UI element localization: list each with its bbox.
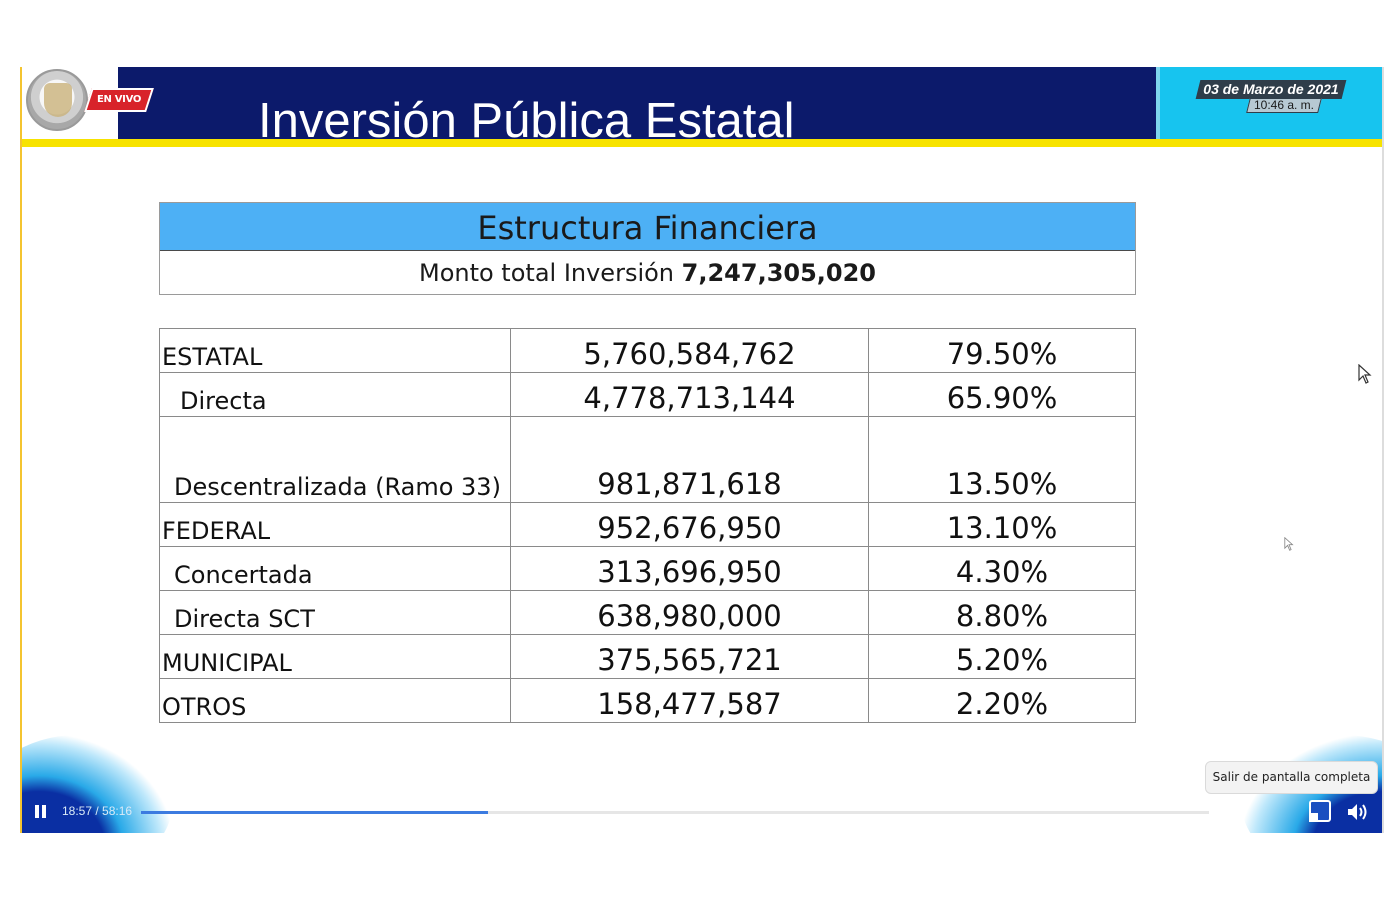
page-title: Inversión Pública Estatal — [258, 94, 795, 139]
row-percent: 4.30% — [868, 546, 1136, 591]
row-percent: 65.90% — [868, 372, 1136, 417]
row-amount: 952,676,950 — [510, 502, 869, 547]
row-amount: 4,778,713,144 — [510, 372, 869, 417]
row-amount: 158,477,587 — [510, 678, 869, 723]
row-percent: 79.50% — [868, 328, 1136, 373]
time-display: 18:57 / 58:16 — [62, 804, 133, 818]
table-row: Directa SCT 638,980,000 8.80% — [159, 590, 1136, 635]
row-label: Directa SCT — [159, 590, 511, 635]
pause-button[interactable] — [35, 805, 47, 818]
table-row: FEDERAL 952,676,950 13.10% — [159, 502, 1136, 547]
table-row: Concertada 313,696,950 4.30% — [159, 546, 1136, 591]
broadcast-header: Inversión Pública Estatal EN VIVO 03 de … — [22, 67, 1382, 147]
header-title-bar: Inversión Pública Estatal — [118, 67, 1156, 139]
row-label: ESTATAL — [159, 328, 511, 373]
total-label: Monto total Inversión — [418, 259, 675, 287]
investment-table: ESTATAL 5,760,584,762 79.50% Directa 4,7… — [159, 328, 1136, 723]
header-yellow-stripe — [22, 139, 1382, 147]
row-label: Concertada — [159, 546, 511, 591]
table-row: MUNICIPAL 375,565,721 5.20% — [159, 634, 1136, 679]
table-row: ESTATAL 5,760,584,762 79.50% — [159, 328, 1136, 373]
speaker-icon — [1348, 804, 1367, 820]
row-label: Descentralizada (Ramo 33) — [159, 416, 511, 503]
player-controls: 18:57 / 58:16 — [22, 792, 1382, 833]
video-player[interactable]: Inversión Pública Estatal EN VIVO 03 de … — [20, 67, 1384, 833]
row-amount: 5,760,584,762 — [510, 328, 869, 373]
row-label: FEDERAL — [159, 502, 511, 547]
summary-total: Monto total Inversión 7,247,305,020 — [160, 251, 1135, 293]
mouse-cursor-icon — [1284, 537, 1294, 551]
time-badge: 10:46 a. m. — [1246, 98, 1322, 113]
row-amount: 313,696,950 — [510, 546, 869, 591]
row-label: Directa — [159, 372, 511, 417]
exit-fullscreen-button[interactable] — [1309, 800, 1331, 822]
volume-icon[interactable] — [1346, 801, 1372, 823]
mouse-cursor-icon — [1358, 364, 1372, 384]
date-badge: 03 de Marzo de 2021 — [1195, 80, 1347, 99]
exit-fullscreen-tooltip: Salir de pantalla completa — [1205, 761, 1378, 794]
row-amount: 981,871,618 — [510, 416, 869, 503]
progress-fill — [141, 811, 489, 814]
summary-box: Estructura Financiera Monto total Invers… — [159, 202, 1136, 295]
row-amount: 375,565,721 — [510, 634, 869, 679]
live-badge: EN VIVO — [84, 88, 154, 112]
row-percent: 5.20% — [868, 634, 1136, 679]
table-row: Directa 4,778,713,144 65.90% — [159, 372, 1136, 417]
state-seal-logo — [26, 69, 88, 131]
row-amount: 638,980,000 — [510, 590, 869, 635]
row-percent: 13.10% — [868, 502, 1136, 547]
table-row: Descentralizada (Ramo 33) 981,871,618 13… — [159, 416, 1136, 503]
total-value: 7,247,305,020 — [681, 259, 876, 287]
row-label: OTROS — [159, 678, 511, 723]
table-row: OTROS 158,477,587 2.20% — [159, 678, 1136, 723]
row-percent: 13.50% — [868, 416, 1136, 503]
progress-bar[interactable] — [141, 811, 1209, 814]
row-percent: 2.20% — [868, 678, 1136, 723]
summary-heading: Estructura Financiera — [160, 203, 1135, 251]
row-percent: 8.80% — [868, 590, 1136, 635]
row-label: MUNICIPAL — [159, 634, 511, 679]
